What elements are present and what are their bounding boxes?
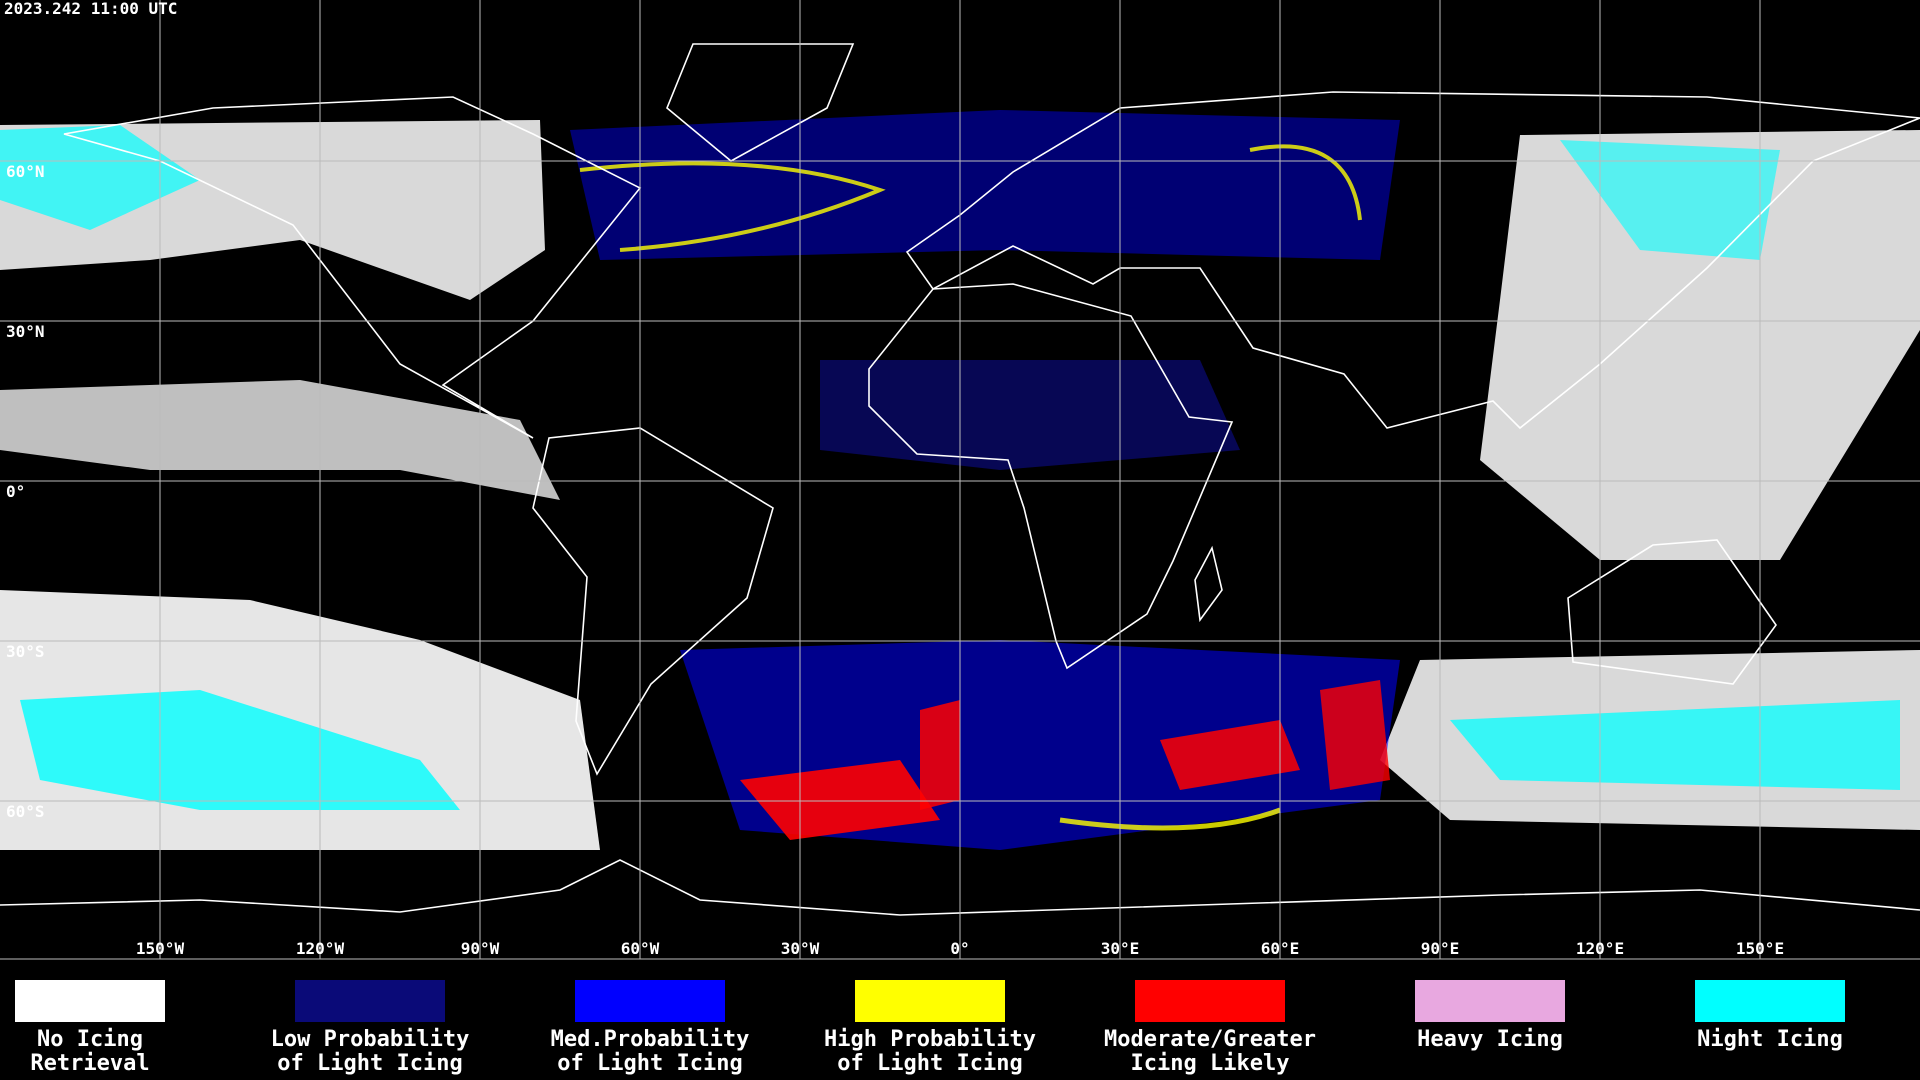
longitude-label: 60°E — [1261, 939, 1300, 958]
legend-label: Retrieval — [30, 1051, 149, 1076]
legend-swatch — [1415, 980, 1565, 1022]
coastlines — [0, 43, 1920, 916]
legend-label: Med.Probability — [551, 1027, 750, 1052]
legend-label: High Probability — [824, 1027, 1036, 1052]
map — [0, 0, 1920, 960]
legend-swatch — [15, 980, 165, 1022]
cloud-fields — [0, 110, 1920, 850]
longitude-label: 90°E — [1421, 939, 1460, 958]
longitude-label: 150°W — [136, 939, 185, 958]
axis-labels: 150°W 120°W 90°W 60°W 30°W 0° 30°E 60°E 90°E 120°… — [6, 162, 1784, 958]
legend-swatch — [575, 980, 725, 1022]
legend-label: Night Icing — [1697, 1027, 1843, 1052]
legend-label: Heavy Icing — [1417, 1027, 1563, 1052]
legend-swatch — [1695, 980, 1845, 1022]
legend-label: of Light Icing — [837, 1051, 1022, 1076]
legend-label: Low Probability — [271, 1027, 470, 1052]
latitude-label: 30°N — [6, 322, 45, 341]
latitude-label: 60°S — [6, 802, 45, 821]
graticule — [0, 0, 1920, 960]
legend-swatch — [295, 980, 445, 1022]
latitude-label: 60°N — [6, 162, 45, 181]
legend-label: Icing Likely — [1131, 1051, 1290, 1076]
longitude-label: 150°E — [1736, 939, 1784, 958]
longitude-label: 30°W — [781, 939, 820, 958]
longitude-label: 0° — [950, 939, 969, 958]
timestamp-title: 2023.242 11:00 UTC — [4, 0, 177, 18]
latitude-label: 30°S — [6, 642, 45, 661]
legend-label: No Icing — [37, 1027, 143, 1052]
legend-label: Moderate/Greater — [1104, 1027, 1316, 1052]
longitude-label: 90°W — [461, 939, 500, 958]
legend-label: of Light Icing — [277, 1051, 462, 1076]
longitude-label: 60°W — [621, 939, 660, 958]
longitude-label: 30°E — [1101, 939, 1140, 958]
longitude-label: 120°W — [296, 939, 345, 958]
longitude-label: 120°E — [1576, 939, 1624, 958]
latitude-label: 0° — [6, 482, 25, 501]
legend-label: of Light Icing — [557, 1051, 742, 1076]
legend-swatch — [855, 980, 1005, 1022]
legend-swatch — [1135, 980, 1285, 1022]
